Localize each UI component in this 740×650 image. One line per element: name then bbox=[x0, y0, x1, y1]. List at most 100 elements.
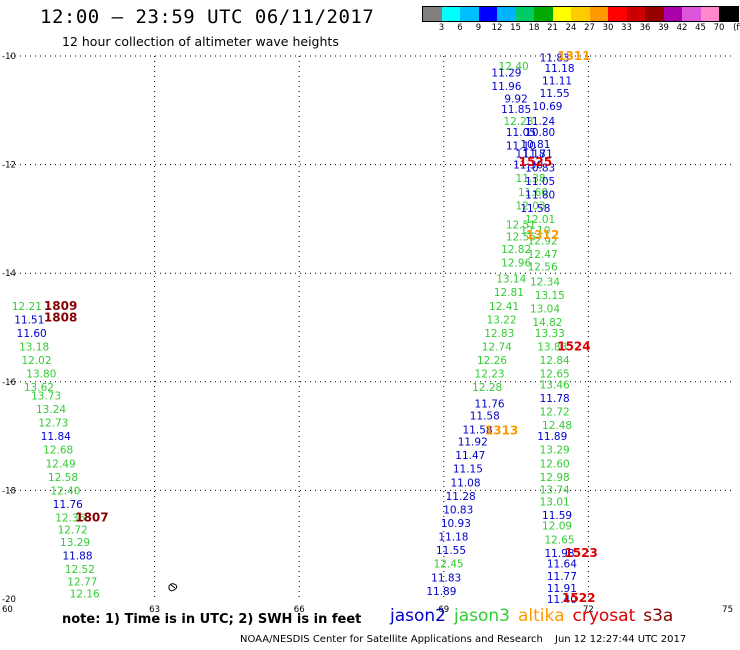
color-scale-unit: (ft) bbox=[733, 23, 740, 33]
wave-height-value: 12.02 bbox=[21, 355, 51, 367]
wave-height-value: 11.83 bbox=[431, 572, 461, 584]
wave-height-value: 11.76 bbox=[475, 399, 505, 411]
wave-height-value: 11.55 bbox=[436, 545, 466, 557]
wave-height-value: 10.81 bbox=[520, 139, 550, 151]
island-outline bbox=[168, 583, 178, 592]
wave-height-value: 12.49 bbox=[46, 458, 76, 470]
map-grid bbox=[10, 55, 733, 599]
wave-height-value: 11.91 bbox=[547, 583, 577, 595]
pass-time-label: 1311 bbox=[557, 49, 590, 63]
wave-height-value: 11.29 bbox=[491, 67, 521, 79]
wave-height-value: 12.23 bbox=[475, 369, 505, 381]
wave-height-value: 13.18 bbox=[19, 342, 49, 354]
wave-height-value: 11.58 bbox=[520, 203, 550, 215]
wave-height-value: 12.98 bbox=[540, 472, 570, 484]
wave-height-value: 13.29 bbox=[60, 537, 90, 549]
wave-height-value: 12.96 bbox=[501, 257, 531, 269]
wave-height-value: 11.96 bbox=[491, 81, 521, 93]
x-tick-label: 75 bbox=[722, 605, 733, 615]
color-scale-label: 70 bbox=[713, 23, 725, 33]
wave-height-value: 13.29 bbox=[540, 445, 570, 457]
x-tick-label: 63 bbox=[149, 605, 160, 615]
wave-height-value: 11.64 bbox=[547, 559, 577, 571]
credit-line: NOAA/NESDIS Center for Satellite Applica… bbox=[240, 634, 543, 645]
color-swatch bbox=[663, 7, 682, 21]
color-scale-label: 12 bbox=[491, 23, 503, 33]
wave-height-value: 12.09 bbox=[542, 521, 572, 533]
wave-height-value: 13.01 bbox=[540, 496, 570, 508]
color-swatch bbox=[441, 7, 460, 21]
color-swatch bbox=[589, 7, 608, 21]
wave-height-value: 12.36 bbox=[55, 513, 85, 525]
y-tick-label: -16 bbox=[2, 378, 16, 388]
x-tick-label: 72 bbox=[583, 605, 594, 615]
wave-height-value: 12.41 bbox=[489, 301, 519, 313]
y-tick-label: -20 bbox=[2, 595, 16, 605]
wave-height-value: 12.26 bbox=[477, 355, 507, 367]
pass-time-label: 1807 bbox=[75, 511, 108, 525]
wave-height-value: 10.83 bbox=[443, 504, 473, 516]
wave-height-value: 13.24 bbox=[36, 404, 66, 416]
wave-height-value: 12.60 bbox=[540, 458, 570, 470]
page-subtitle: 12 hour collection of altimeter wave hei… bbox=[62, 34, 339, 49]
wave-height-value: 12.28 bbox=[472, 382, 502, 394]
color-scale-label: 27 bbox=[584, 23, 595, 33]
wave-height-value: 11.55 bbox=[540, 88, 570, 100]
wave-height-value: 11.28 bbox=[446, 491, 476, 503]
wave-height-value: 11.18 bbox=[438, 532, 468, 544]
legend-item-jason3: jason3 bbox=[454, 606, 510, 626]
color-scale-label: 30 bbox=[602, 23, 614, 33]
wave-height-value: 11.58 bbox=[470, 410, 500, 422]
wave-height-value: 12.72 bbox=[540, 407, 570, 419]
legend-item-jason2: jason2 bbox=[390, 606, 446, 626]
wave-height-value: 11.92 bbox=[458, 437, 488, 449]
color-scale-label: 3 bbox=[438, 23, 445, 33]
y-tick-label: -10 bbox=[2, 52, 16, 62]
wave-height-value: 11.83 bbox=[540, 53, 570, 65]
color-scale-label: 6 bbox=[457, 23, 463, 33]
wave-height-value: 11.88 bbox=[62, 551, 92, 563]
color-swatch bbox=[719, 7, 738, 21]
wave-height-value: 12.21 bbox=[12, 301, 42, 313]
color-swatch bbox=[552, 7, 571, 21]
wave-height-value: 11.05 bbox=[525, 176, 555, 188]
wave-height-value: 12.52 bbox=[65, 564, 95, 576]
wave-height-value: 12.83 bbox=[484, 328, 514, 340]
wave-height-value: 9.92 bbox=[504, 93, 527, 105]
page-title: 12:00 – 23:59 UTC 06/11/2017 bbox=[40, 6, 375, 28]
wave-height-value: 13.73 bbox=[31, 390, 61, 402]
wave-height-value: 11.15 bbox=[453, 464, 483, 476]
wave-height-value: 12.81 bbox=[494, 287, 524, 299]
wave-height-value: 12.23 bbox=[503, 116, 533, 128]
wave-height-value: 12.74 bbox=[482, 342, 512, 354]
wave-height-value: 11.24 bbox=[525, 116, 555, 128]
wave-height-value: 12.40 bbox=[50, 485, 80, 497]
wave-height-value: 10.80 bbox=[525, 127, 555, 139]
wave-height-value: 12.77 bbox=[67, 577, 97, 589]
y-tick-label: -18 bbox=[2, 486, 16, 496]
wave-height-value: 12.40 bbox=[499, 61, 529, 73]
color-scale-label: 33 bbox=[621, 23, 632, 33]
color-swatch bbox=[645, 7, 664, 21]
pass-time-label: 1522 bbox=[562, 591, 595, 605]
x-tick-label: 60 bbox=[2, 605, 13, 615]
wave-height-value: 13.14 bbox=[496, 274, 526, 286]
legend-item-cryosat: cryosat bbox=[572, 606, 636, 626]
color-swatch bbox=[497, 7, 516, 21]
wave-height-value: 11.51 bbox=[14, 314, 44, 326]
wave-height-value: 11.47 bbox=[455, 450, 485, 462]
wave-height-value: 12.48 bbox=[542, 420, 572, 432]
wave-height-value: 12.56 bbox=[528, 262, 558, 274]
wave-height-value: 11.40 bbox=[547, 594, 577, 606]
x-tick-label: 66 bbox=[294, 605, 305, 615]
wave-height-value: 11.10 bbox=[506, 141, 536, 153]
wave-height-value: 11.59 bbox=[542, 510, 572, 522]
color-scale-label: 15 bbox=[510, 23, 521, 33]
wave-height-value: 13.22 bbox=[487, 314, 517, 326]
wave-height-value: 12.84 bbox=[540, 355, 570, 367]
wave-height-value: 13.46 bbox=[540, 380, 570, 392]
wave-height-value: 12.65 bbox=[540, 369, 570, 381]
wave-height-value: 12.65 bbox=[544, 534, 574, 546]
color-scale-label: 45 bbox=[695, 23, 706, 33]
wave-height-value: 14.82 bbox=[532, 317, 562, 329]
